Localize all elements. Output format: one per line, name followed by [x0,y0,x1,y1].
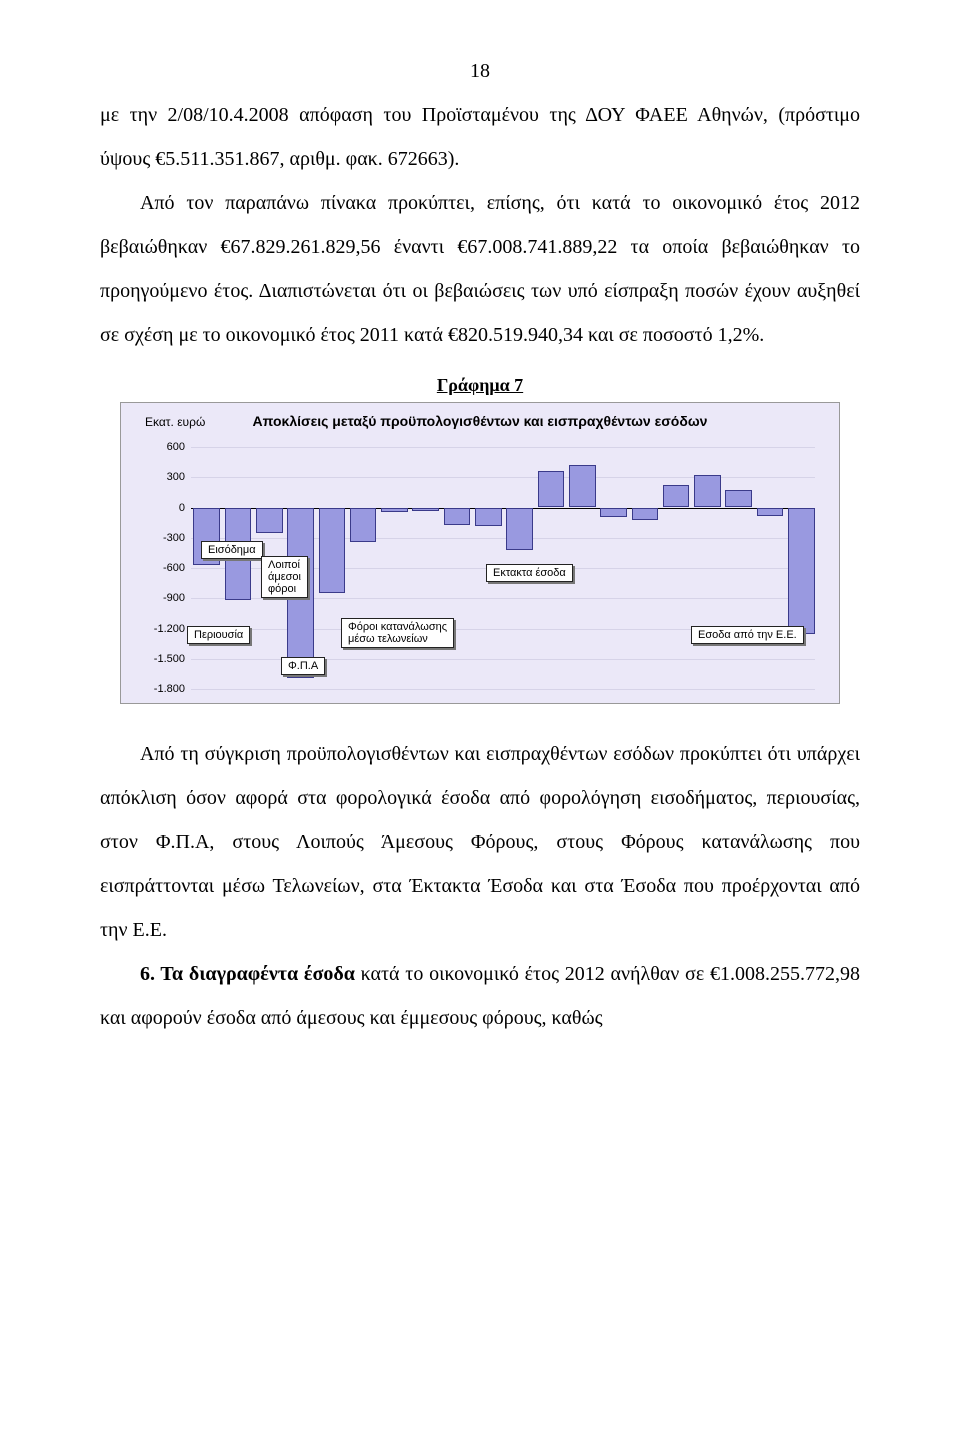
chart-callout: Εκτακτα έσοδα [486,564,573,582]
ytick-label: 0 [179,502,191,514]
bar [256,508,283,533]
chart-callout: Λοιποί άμεσοι φόροι [261,556,308,598]
bar [600,508,627,517]
ytick-label: -300 [163,532,191,544]
bar [350,508,377,542]
chart-caption: Γράφημα 7 [100,375,860,396]
ytick-label: -600 [163,562,191,574]
bar [632,508,659,520]
chart-container: Εκατ. ευρώ Αποκλίσεις μεταξύ προϋπολογισ… [120,402,840,704]
bar [506,508,533,550]
chart-callout: Εισόδημα [201,541,263,559]
chart-callout: Περιουσία [187,626,250,644]
bar [381,508,408,512]
ytick-label: -1.500 [154,653,191,665]
bar [757,508,784,516]
bar [788,508,815,634]
bar [663,485,690,507]
bar [412,508,439,511]
ytick-label: 300 [167,471,191,483]
bar [725,490,752,507]
bar [475,508,502,526]
paragraph-2: Από τον παραπάνω πίνακα προκύπτει, επίση… [100,181,860,357]
chart-plot: 600 300 0 -300 -600 -900 -1.200 -1.500 -1.800 Εισ… [135,433,825,693]
ytick-label: 600 [167,441,191,453]
paragraph-1: με την 2/08/10.4.2008 απόφαση του Προϊστ… [100,93,860,181]
paragraph-4-lead: 6. Τα [140,963,189,985]
bar [319,508,346,594]
paragraph-4: 6. Τα διαγραφέντα έσοδα κατά το οικονομι… [100,952,860,1040]
bar [538,471,565,507]
bar [694,475,721,507]
page-number: 18 [100,60,860,83]
chart-callout: Εσοδα από την Ε.Ε. [691,626,804,644]
chart-callout: Φ.Π.Α [281,657,325,675]
paragraph-3: Από τη σύγκριση προϋπολογισθέντων και ει… [100,732,860,952]
ytick-label: -900 [163,592,191,604]
bar [444,508,471,525]
bar [569,465,596,507]
ytick-label: -1.200 [154,623,191,635]
chart-title: Αποκλίσεις μεταξύ προϋπολογισθέντων και … [135,413,825,429]
paragraph-4-bold: διαγραφέντα έσοδα [189,963,355,985]
chart-ylabel: Εκατ. ευρώ [145,415,205,429]
chart-callout: Φόροι κατανάλωσης μέσω τελωνείων [341,618,454,648]
ytick-label: -1.800 [154,683,191,695]
